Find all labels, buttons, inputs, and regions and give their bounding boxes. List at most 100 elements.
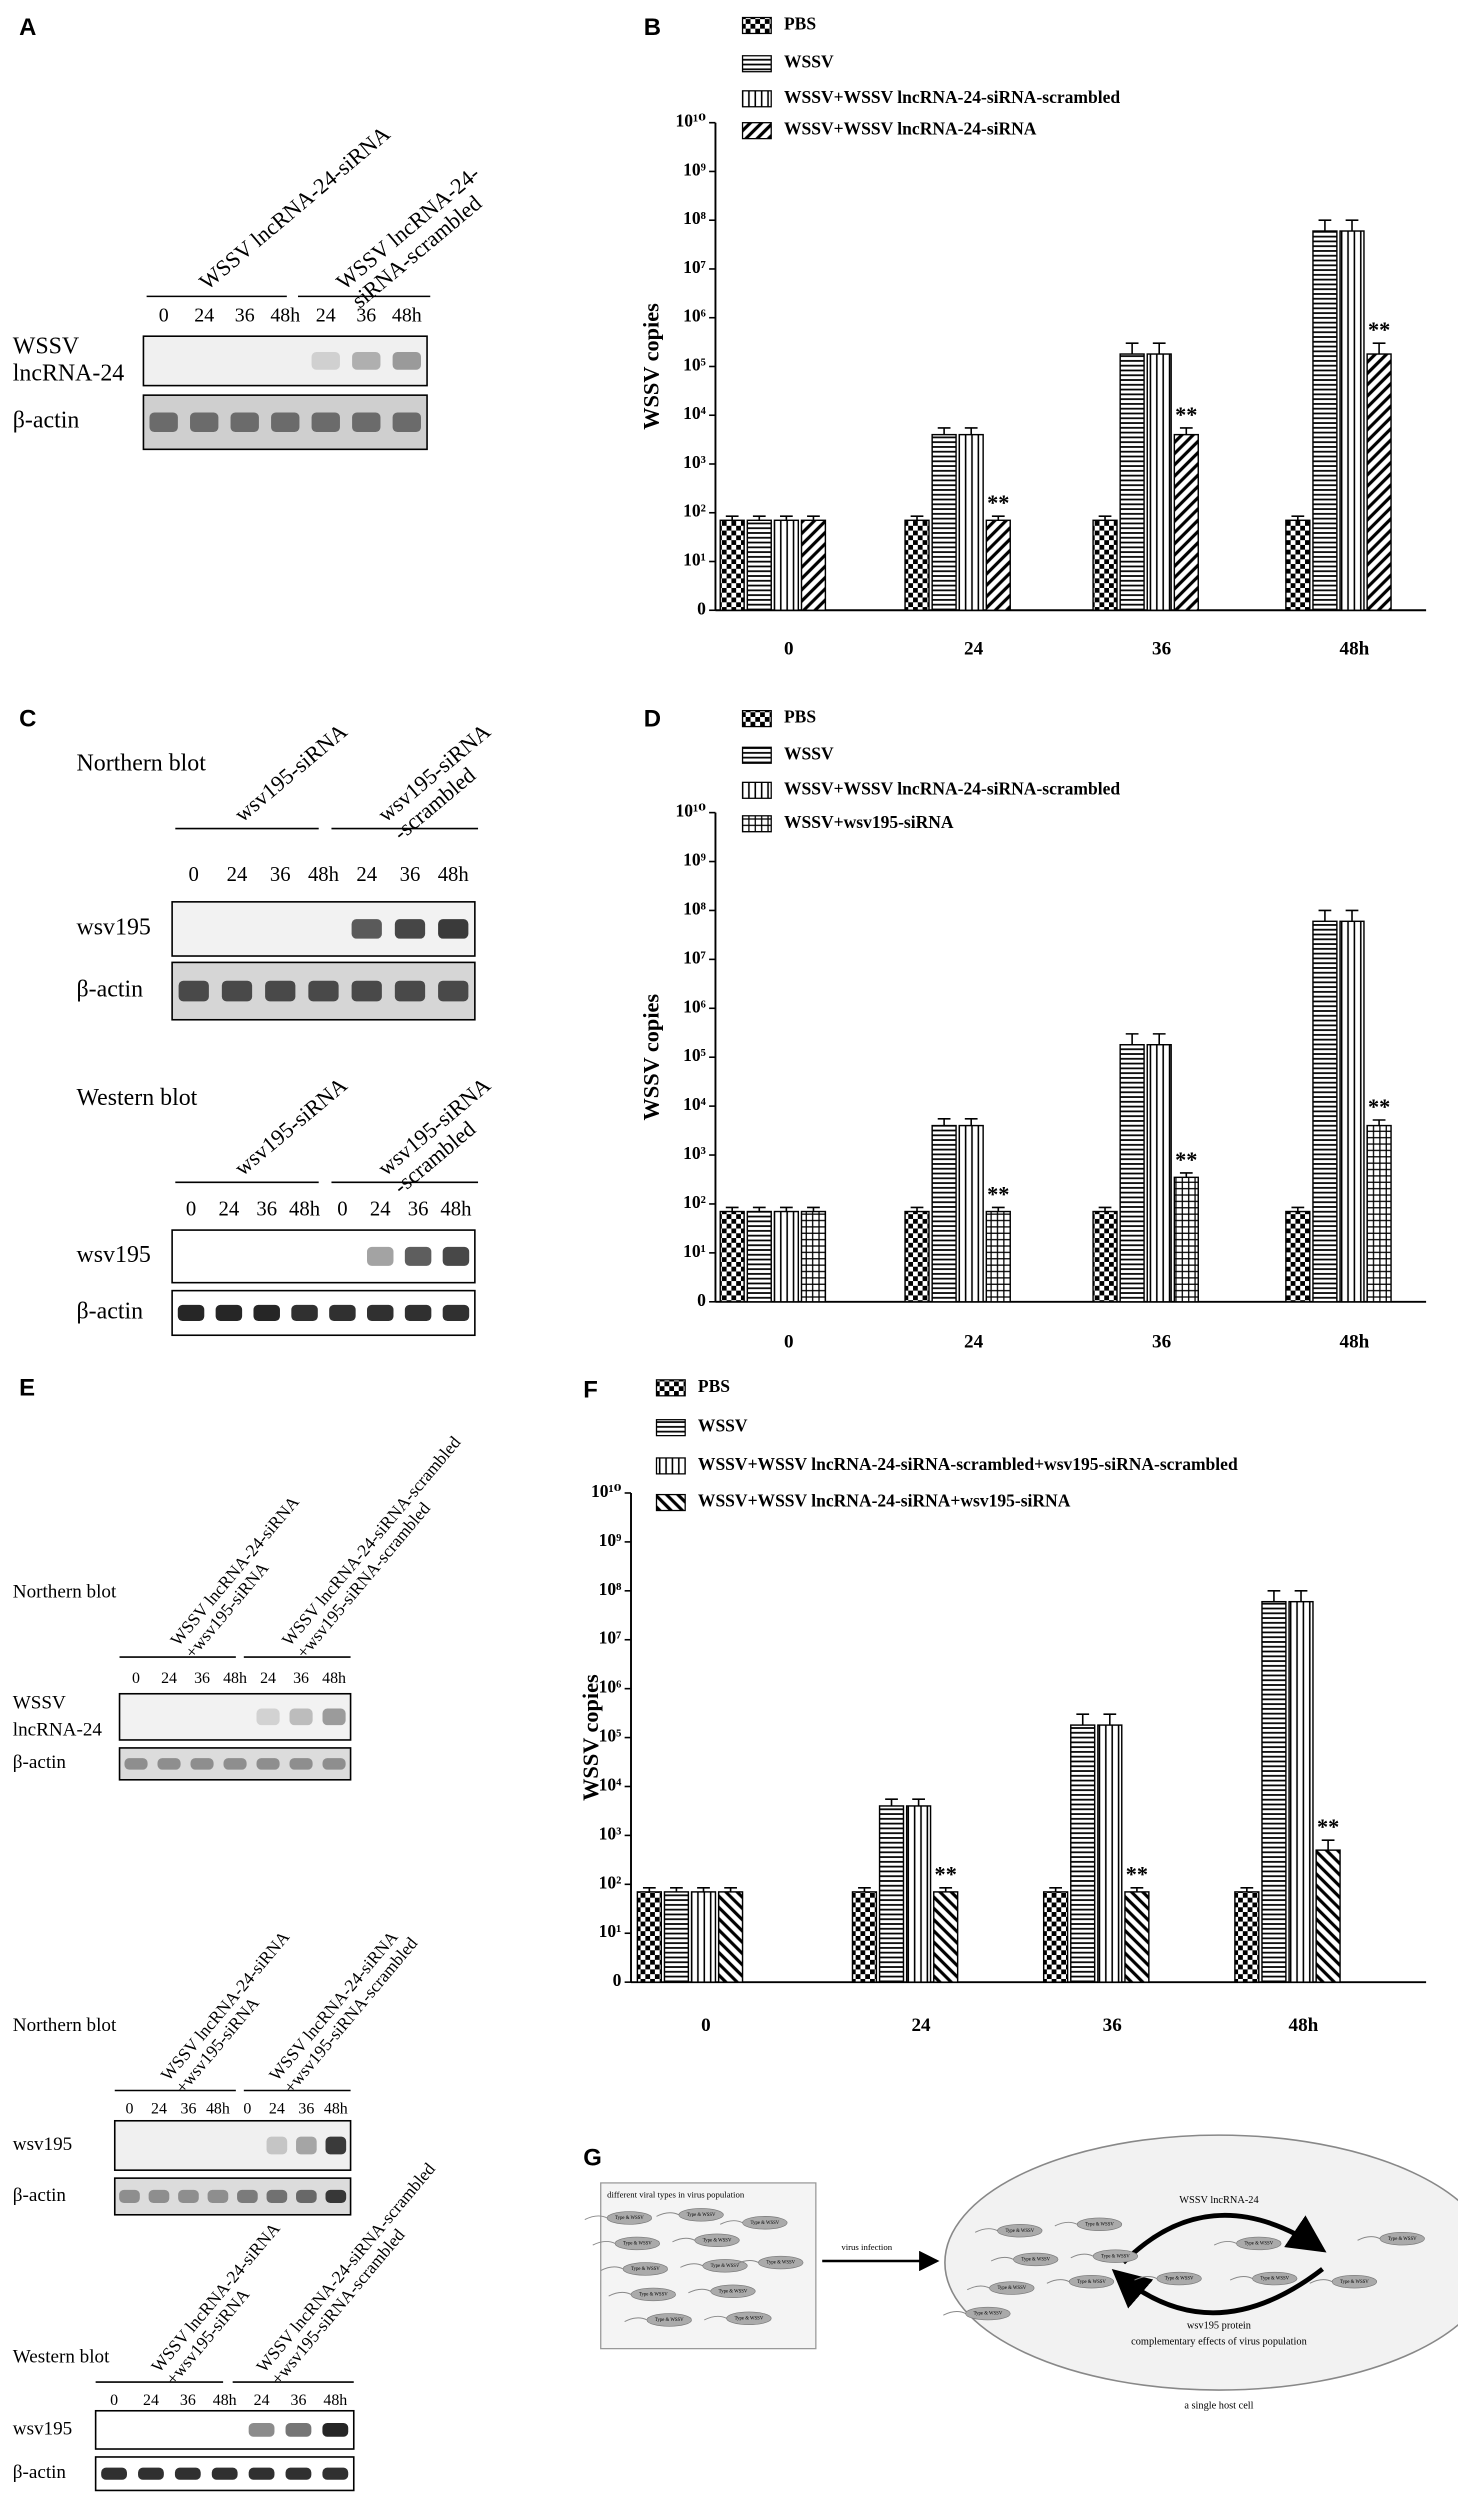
significance-label: ** (987, 1181, 1009, 1206)
significance-label: ** (1317, 1814, 1339, 1839)
lane-label: 24 (269, 2100, 285, 2117)
panel-label: D (644, 706, 661, 733)
bar (1339, 230, 1365, 611)
error-bar (779, 1206, 793, 1212)
blot-band (311, 412, 340, 432)
bar (904, 519, 930, 611)
y-tick-label: 0 (613, 1970, 622, 1990)
legend-label: WSSV+WSSV lncRNA-24-siRNA+wsv195-siRNA (698, 1491, 1071, 1511)
virus-label: Type & WSSV (766, 2261, 795, 2266)
cycle-arrow-bottom (1111, 2267, 1324, 2316)
blot-row (118, 1692, 352, 1741)
effect-label: complementary effects of virus populatio… (1131, 2337, 1307, 2348)
error-bar (910, 515, 924, 521)
bar (1119, 1043, 1145, 1303)
lane-label: 24 (254, 2392, 270, 2409)
lane-label: 48h (206, 2100, 230, 2117)
bar (985, 1210, 1011, 1303)
error-bar (1152, 1033, 1166, 1045)
virus (702, 2259, 748, 2273)
blot-band (148, 2189, 170, 2204)
bar (719, 519, 745, 611)
error-bar (885, 1798, 898, 1806)
blot-band (119, 2189, 140, 2204)
virus (694, 2233, 740, 2247)
legend-swatch (655, 1419, 686, 1437)
legend-swatch (655, 1379, 686, 1397)
virus (1076, 2217, 1123, 2232)
y-tick-label: 10⁹ (683, 850, 706, 870)
virus-label: Type & WSSV (1085, 2222, 1114, 2227)
bar (1124, 1891, 1150, 1983)
y-tick-label: 10⁶ (683, 996, 706, 1016)
panel-label: F (583, 1376, 598, 1403)
blot-band (178, 2189, 199, 2204)
error-bar (1318, 909, 1332, 922)
virus-label: Type & WSSV (1077, 2280, 1106, 2285)
lane-label: 48h (392, 305, 422, 327)
bar (773, 519, 800, 611)
protein-label: wsv195 protein (1187, 2321, 1252, 2332)
blot-row (113, 2119, 352, 2171)
virus-label: Type & WSSV (1244, 2242, 1273, 2247)
bar (1119, 353, 1145, 611)
error-bar (1267, 1590, 1281, 1602)
x-tick-label: 36 (1152, 638, 1171, 659)
lane-label: 48h (438, 864, 470, 886)
legend-label: PBS (698, 1376, 730, 1396)
blot-band (394, 980, 426, 1002)
error-bar (670, 1886, 683, 1892)
y-tick-label: 10¹ (599, 1921, 622, 1941)
lncrna-label: WSSV lncRNA-24 (1179, 2195, 1259, 2206)
virus-label: Type & WSSV (750, 2221, 779, 2226)
error-bar (858, 1886, 871, 1892)
error-bar (1321, 1839, 1335, 1851)
row-label: β-actin (13, 2462, 67, 2483)
blot-band (351, 980, 382, 1002)
cycle-arrow-top (1121, 2213, 1327, 2265)
virus-tail (584, 2215, 608, 2220)
lane-label: 36 (256, 1199, 277, 1221)
bar (1070, 1724, 1096, 1983)
panel-label: G (583, 2144, 602, 2171)
lane-label: 36 (180, 2392, 196, 2409)
error-bar (991, 1206, 1005, 1212)
bar (746, 1210, 772, 1303)
lane-label: 48h (308, 864, 340, 886)
y-tick-label: 10⁸ (683, 898, 706, 918)
virus-label: Type & WSSV (1021, 2257, 1050, 2262)
bar (1285, 1210, 1311, 1303)
blot-title: Western blot (77, 1085, 198, 1111)
virus-tail (608, 2291, 632, 2297)
legend-swatch (741, 16, 772, 35)
virus-label: Type & WSSV (1340, 2280, 1369, 2285)
virus (710, 2284, 756, 2298)
y-tick-label: 10⁴ (683, 403, 707, 423)
y-tick-label: 10⁶ (599, 1677, 622, 1697)
virus-label: Type & WSSV (997, 2286, 1026, 2291)
bar (717, 1891, 744, 1983)
y-axis-label: WSSV copies (638, 303, 663, 430)
lane-label: 48h (289, 1199, 321, 1221)
virus (1156, 2271, 1202, 2286)
lane-label: 0 (186, 1199, 196, 1221)
virus-tail (592, 2240, 616, 2246)
virus-tail (704, 2315, 727, 2321)
lane-label: 36 (293, 1670, 309, 1687)
blot-row (171, 901, 476, 957)
virus-label: Type & WSSV (639, 2293, 668, 2298)
virus-tail (966, 2285, 990, 2291)
lane-label: 24 (143, 2392, 159, 2409)
error-bar (1179, 427, 1193, 435)
error-bar (1179, 1172, 1193, 1178)
lane-label: 36 (290, 2392, 306, 2409)
blot-band (404, 1304, 432, 1321)
blot-band (149, 412, 178, 432)
bar (904, 1210, 930, 1303)
virus-label: Type & WSSV (1260, 2277, 1289, 2282)
y-tick-label: 10¹ (683, 550, 706, 570)
bar (636, 1891, 662, 1983)
blot-band (285, 2423, 312, 2437)
legend-label: WSSV (784, 52, 834, 72)
